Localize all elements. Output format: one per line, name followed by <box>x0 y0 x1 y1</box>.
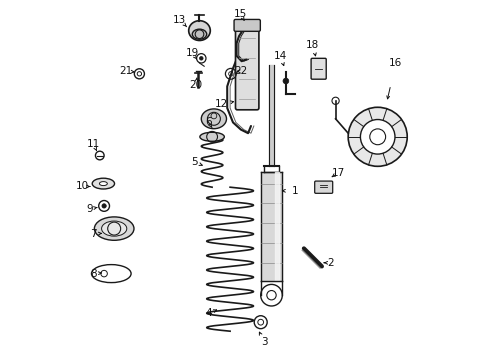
Circle shape <box>360 120 394 154</box>
FancyBboxPatch shape <box>235 27 258 110</box>
Circle shape <box>102 204 106 208</box>
Text: 18: 18 <box>305 40 319 50</box>
Text: 12: 12 <box>214 99 227 109</box>
Text: 9: 9 <box>86 204 93 214</box>
Circle shape <box>283 78 288 84</box>
Text: 4: 4 <box>205 308 211 318</box>
Ellipse shape <box>92 178 114 189</box>
Ellipse shape <box>188 21 210 41</box>
Text: 1: 1 <box>291 186 298 196</box>
Text: 14: 14 <box>273 51 286 61</box>
Ellipse shape <box>102 221 126 236</box>
Ellipse shape <box>192 29 206 39</box>
Ellipse shape <box>94 217 134 240</box>
Text: 11: 11 <box>86 139 100 149</box>
Text: 15: 15 <box>233 9 246 19</box>
Text: 8: 8 <box>90 269 97 279</box>
Text: 6: 6 <box>205 117 211 127</box>
Ellipse shape <box>99 182 107 186</box>
Ellipse shape <box>201 109 226 129</box>
Text: 5: 5 <box>190 157 197 167</box>
Text: 2: 2 <box>327 258 333 268</box>
Text: 21: 21 <box>119 66 132 76</box>
Text: 17: 17 <box>331 168 344 178</box>
Text: 13: 13 <box>173 15 186 25</box>
Text: 10: 10 <box>76 181 89 192</box>
Ellipse shape <box>200 132 224 141</box>
Text: 22: 22 <box>234 66 247 76</box>
Text: 19: 19 <box>185 48 199 58</box>
Circle shape <box>199 57 203 60</box>
Text: 20: 20 <box>189 80 202 90</box>
FancyBboxPatch shape <box>234 19 260 31</box>
Text: 3: 3 <box>261 337 267 347</box>
Text: 7: 7 <box>90 229 97 239</box>
Circle shape <box>347 107 407 166</box>
FancyBboxPatch shape <box>310 58 325 79</box>
FancyBboxPatch shape <box>314 181 332 193</box>
Text: 16: 16 <box>388 58 402 68</box>
